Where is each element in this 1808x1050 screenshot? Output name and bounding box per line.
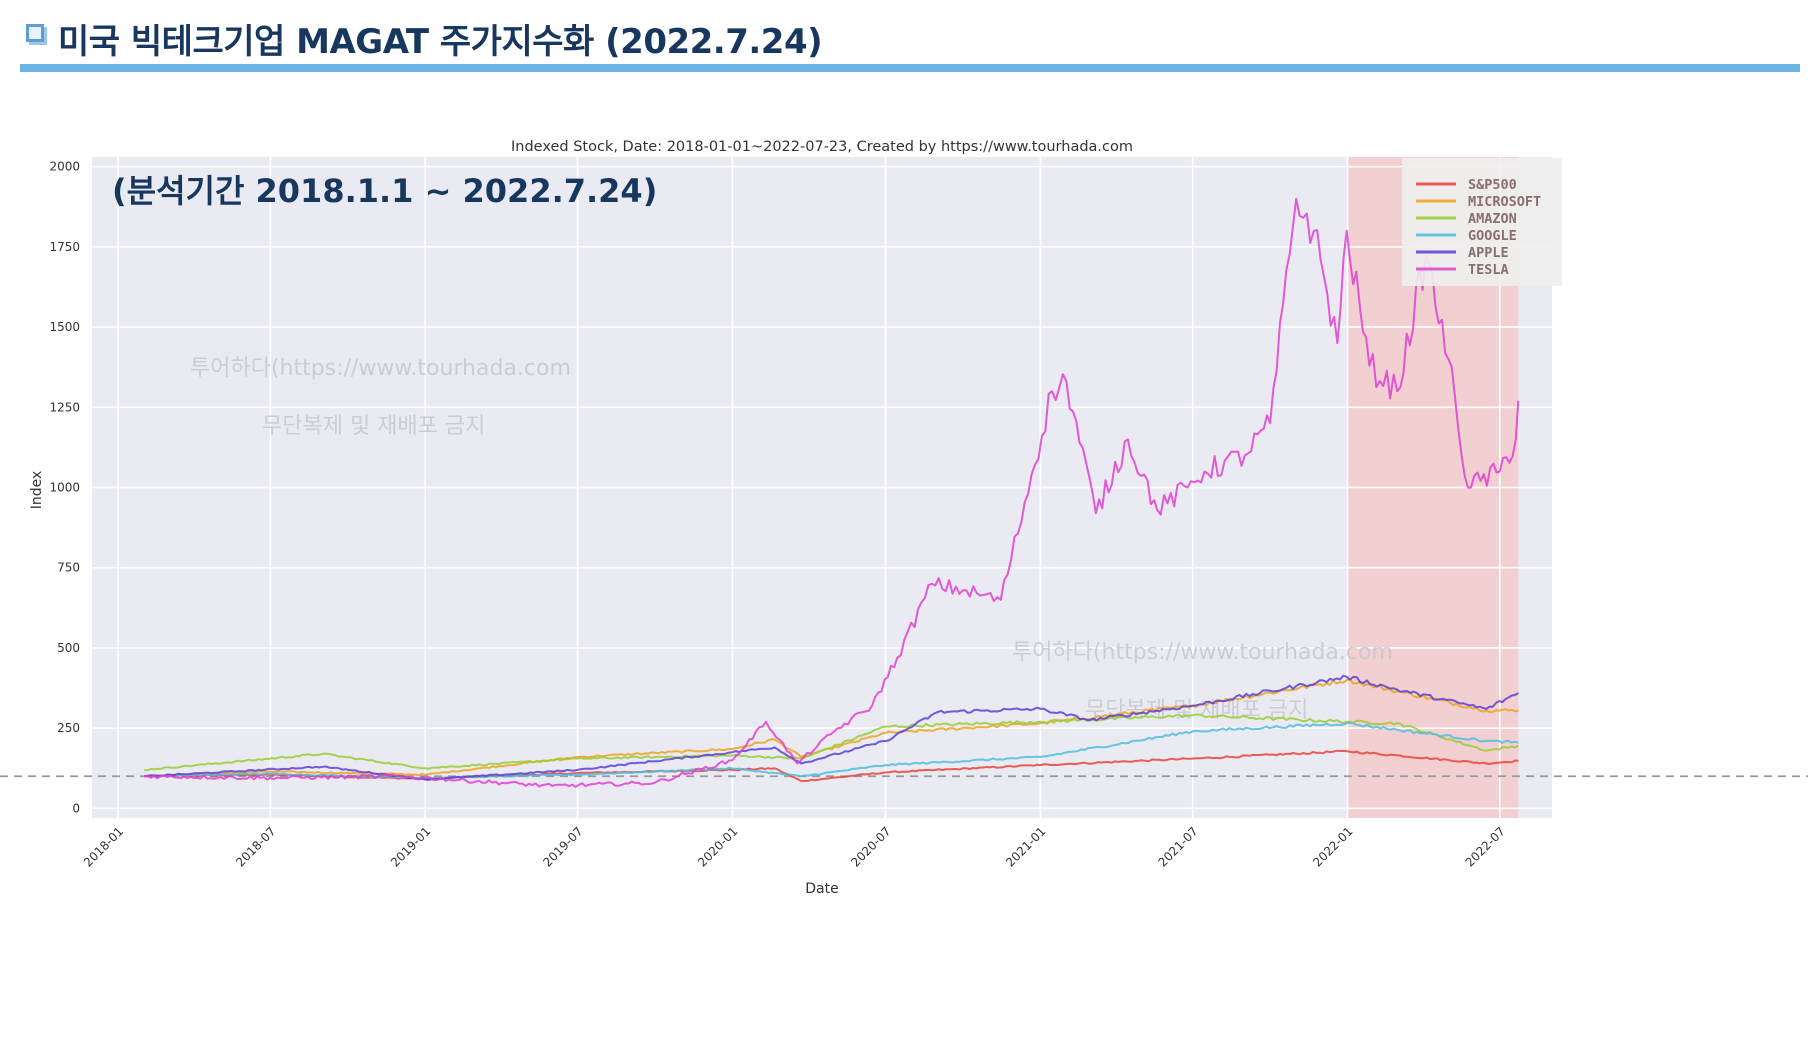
series-line-tesla xyxy=(144,197,1520,788)
x-tick-label: 2021-01 xyxy=(1003,824,1048,869)
x-tick-label: 2018-07 xyxy=(233,824,278,869)
y-tick-label: 500 xyxy=(57,641,80,655)
y-tick-label: 1000 xyxy=(49,481,80,495)
watermark-subtext: 무단복제 및 재배포 금지 xyxy=(262,414,485,439)
chart-title: Indexed Stock, Date: 2018-01-01~2022-07-… xyxy=(511,139,1133,155)
watermark-text: 투어하다(https://www.tourhada.com xyxy=(190,356,571,381)
legend-entry: APPLE xyxy=(1468,245,1509,261)
x-tick-label: 2019-01 xyxy=(388,824,433,869)
y-tick-label: 750 xyxy=(57,561,80,575)
y-tick-label: 1750 xyxy=(49,240,80,254)
series-line-amazon xyxy=(144,713,1519,772)
legend-entry: MICROSOFT xyxy=(1468,194,1541,210)
x-tick-label: 2022-01 xyxy=(1310,824,1355,869)
y-axis-label: Index xyxy=(29,471,45,510)
x-tick-label: 2021-07 xyxy=(1155,824,1200,869)
slide-header: 미국 빅테크기업 MAGAT 주가지수화 (2022.7.24) xyxy=(20,14,1800,74)
y-tick-label: 1250 xyxy=(49,400,80,414)
y-tick-label: 2000 xyxy=(49,160,80,174)
legend-entry: AMAZON xyxy=(1468,211,1517,227)
series-line-apple xyxy=(144,674,1519,781)
square-bullet-icon xyxy=(26,24,44,42)
x-tick-label: 2022-07 xyxy=(1463,824,1508,869)
x-tick-label: 2020-07 xyxy=(848,824,893,869)
y-tick-label: 0 xyxy=(72,801,80,815)
x-tick-label: 2020-01 xyxy=(695,824,740,869)
legend-entry: TESLA xyxy=(1468,262,1509,278)
legend-entry: S&P500 xyxy=(1468,177,1517,193)
watermark-text: 투어하다(https://www.tourhada.com xyxy=(1012,640,1393,665)
x-axis-label: Date xyxy=(805,881,838,897)
slide-title: 미국 빅테크기업 MAGAT 주가지수화 (2022.7.24) xyxy=(58,22,823,62)
legend-box xyxy=(1402,158,1562,286)
y-tick-label: 250 xyxy=(57,721,80,735)
title-underline xyxy=(20,64,1800,72)
plot-area: 0 250 500 750 1000 1250 1500 1750 2000 2018-01 201… xyxy=(0,157,1808,870)
x-tick-label: 2019-07 xyxy=(540,824,585,869)
analysis-period-label: (분석기간 2018.1.1 ~ 2022.7.24) xyxy=(112,172,657,210)
y-tick-label: 1500 xyxy=(49,320,80,334)
x-tick-label: 2018-01 xyxy=(81,824,126,869)
legend-entry: GOOGLE xyxy=(1468,228,1517,244)
